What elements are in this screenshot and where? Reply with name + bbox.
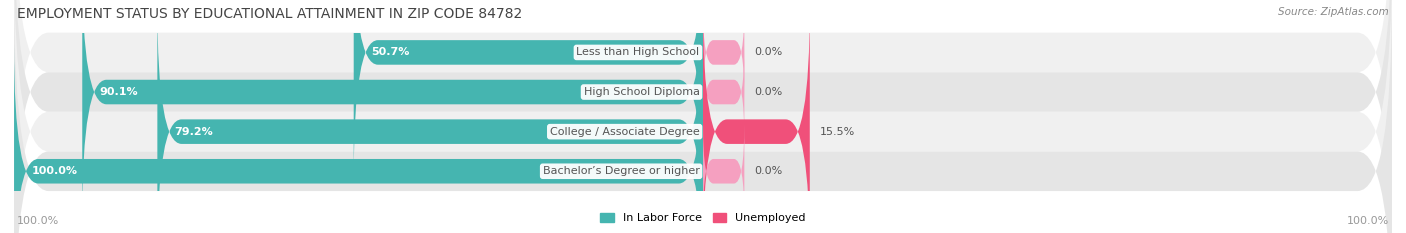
Text: Source: ZipAtlas.com: Source: ZipAtlas.com — [1278, 7, 1389, 17]
FancyBboxPatch shape — [14, 0, 1392, 233]
Text: 100.0%: 100.0% — [31, 166, 77, 176]
Text: 0.0%: 0.0% — [755, 87, 783, 97]
Text: College / Associate Degree: College / Associate Degree — [550, 127, 700, 137]
Text: High School Diploma: High School Diploma — [583, 87, 700, 97]
FancyBboxPatch shape — [703, 5, 744, 99]
Text: 50.7%: 50.7% — [371, 48, 409, 57]
FancyBboxPatch shape — [14, 0, 1392, 233]
Text: 15.5%: 15.5% — [820, 127, 855, 137]
FancyBboxPatch shape — [354, 0, 703, 179]
FancyBboxPatch shape — [14, 45, 703, 233]
Legend: In Labor Force, Unemployed: In Labor Force, Unemployed — [596, 208, 810, 227]
FancyBboxPatch shape — [83, 0, 703, 218]
Text: 0.0%: 0.0% — [755, 166, 783, 176]
FancyBboxPatch shape — [157, 5, 703, 233]
Text: 100.0%: 100.0% — [17, 216, 59, 226]
Text: Bachelor’s Degree or higher: Bachelor’s Degree or higher — [543, 166, 700, 176]
Text: Less than High School: Less than High School — [576, 48, 700, 57]
FancyBboxPatch shape — [703, 45, 744, 139]
Text: 0.0%: 0.0% — [755, 48, 783, 57]
FancyBboxPatch shape — [14, 0, 1392, 233]
FancyBboxPatch shape — [703, 124, 744, 218]
Text: EMPLOYMENT STATUS BY EDUCATIONAL ATTAINMENT IN ZIP CODE 84782: EMPLOYMENT STATUS BY EDUCATIONAL ATTAINM… — [17, 7, 522, 21]
Text: 100.0%: 100.0% — [1347, 216, 1389, 226]
Text: 90.1%: 90.1% — [100, 87, 138, 97]
FancyBboxPatch shape — [703, 5, 810, 233]
Text: 79.2%: 79.2% — [174, 127, 214, 137]
FancyBboxPatch shape — [14, 0, 1392, 231]
